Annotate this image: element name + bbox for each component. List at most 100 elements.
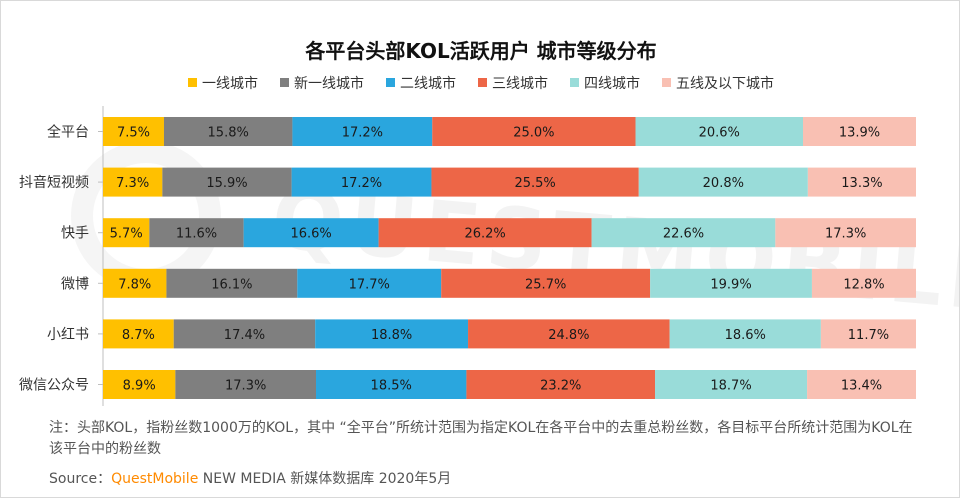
legend-swatch <box>570 78 579 87</box>
category-label: 微信公众号 <box>19 378 89 394</box>
data-label: 26.2% <box>464 227 505 242</box>
bar-segment <box>432 117 636 146</box>
bar-segment <box>811 268 916 298</box>
bar-segment <box>468 319 670 349</box>
bar-segment <box>103 218 150 248</box>
legend-swatch <box>188 78 197 87</box>
legend-label: 四线城市 <box>584 76 640 92</box>
bar-segment <box>655 370 808 399</box>
category-label: 抖音短视频 <box>19 174 89 191</box>
legend-swatch <box>386 78 395 87</box>
bar-segment <box>650 268 812 298</box>
source-prefix: Source： <box>49 471 112 487</box>
legend-label: 五线及以下城市 <box>676 76 774 92</box>
legend-swatch <box>662 78 671 87</box>
bar-segment <box>292 117 433 146</box>
bar-segment <box>166 268 298 298</box>
data-label: 25.0% <box>513 126 554 141</box>
data-label: 11.6% <box>176 227 217 242</box>
bar-segment <box>103 268 167 298</box>
legend-item: 三线城市 <box>478 73 548 93</box>
data-label: 24.8% <box>548 328 589 343</box>
bar-segment <box>431 167 639 197</box>
data-label: 17.2% <box>342 126 383 141</box>
bar-segment <box>820 319 916 349</box>
legend-item: 新一线城市 <box>280 73 364 93</box>
bar-segment <box>635 117 803 146</box>
data-label: 11.7% <box>848 328 889 343</box>
chart-title: 各平台头部KOL活跃用户 城市等级分布 <box>305 39 657 63</box>
legend-label: 三线城市 <box>492 76 548 92</box>
data-label: 19.9% <box>710 277 751 292</box>
legend-swatch <box>280 78 289 87</box>
bar-segment <box>243 218 379 248</box>
data-label: 7.3% <box>116 176 149 191</box>
data-label: 17.2% <box>341 176 382 191</box>
data-label: 17.7% <box>349 277 390 292</box>
data-label: 13.4% <box>841 379 882 394</box>
data-label: 20.8% <box>703 176 744 191</box>
bar-segment <box>149 218 244 248</box>
bar-segment <box>103 319 174 349</box>
legend-label: 二线城市 <box>400 76 456 92</box>
bar-segment <box>807 167 916 197</box>
data-label: 8.7% <box>122 328 155 343</box>
data-label: 17.3% <box>825 227 866 242</box>
legend-label: 新一线城市 <box>294 76 364 92</box>
data-label: 25.7% <box>525 277 566 292</box>
bar-segment <box>103 117 164 146</box>
data-label: 16.6% <box>290 227 331 242</box>
category-label: 快手 <box>61 226 89 242</box>
category-label: 微博 <box>61 275 89 292</box>
data-label: 18.5% <box>371 379 412 394</box>
source-suffix: NEW MEDIA 新媒体数据库 2020年5月 <box>202 471 452 487</box>
data-label: 15.9% <box>206 176 247 191</box>
category-label: 全平台 <box>47 124 89 141</box>
data-label: 15.8% <box>208 126 249 141</box>
source-line: Source：QuestMobile NEW MEDIA 新媒体数据库 2020… <box>49 468 451 488</box>
data-label: 7.5% <box>117 126 150 141</box>
legend-swatch <box>478 78 487 87</box>
data-label: 12.8% <box>843 277 884 292</box>
legend-item: 二线城市 <box>386 73 456 93</box>
stacked-bar-chart: 全平台 7.5% 15.8% 17.2% 25.0% 20.6% 13.9% 抖音短视频 7.3… <box>1 106 959 406</box>
source-brand: QuestMobile <box>111 471 199 487</box>
bar-segment <box>291 167 432 197</box>
category-label: 小红书 <box>47 327 89 343</box>
chart-legend: 一线城市 新一线城市 二线城市 三线城市 四线城市 五线及以下城市 <box>1 73 959 93</box>
data-label: 17.4% <box>224 328 265 343</box>
bar-segment <box>175 370 317 399</box>
bar-segment <box>591 218 776 248</box>
bar-segment <box>316 370 467 399</box>
bar-segment <box>807 370 916 399</box>
data-label: 23.2% <box>540 379 581 394</box>
bar-segment <box>163 117 293 146</box>
legend-label: 一线城市 <box>202 76 258 92</box>
data-label: 16.1% <box>211 277 252 292</box>
bar-segment <box>802 117 916 146</box>
data-label: 18.8% <box>371 328 412 343</box>
data-label: 8.9% <box>123 379 156 394</box>
data-label: 20.6% <box>699 126 740 141</box>
chart-plot: 全平台 7.5% 15.8% 17.2% 25.0% 20.6% 13.9% 抖音短视频 7.3… <box>19 106 916 406</box>
bar-segment <box>669 319 821 349</box>
data-label: 22.6% <box>663 227 704 242</box>
data-label: 13.9% <box>839 126 880 141</box>
footnote: 注：头部KOL，指粉丝数1000万的KOL，其中 “全平台”所统计范围为指定KO… <box>49 420 913 457</box>
bar-segment <box>775 218 916 248</box>
bar-segment <box>378 218 592 248</box>
legend-item: 一线城市 <box>188 73 258 93</box>
bar-segment <box>103 167 163 197</box>
bar-segment <box>173 319 316 349</box>
bar-segment <box>441 268 651 298</box>
data-label: 17.3% <box>225 379 266 394</box>
bar-segment <box>315 319 469 349</box>
data-label: 7.8% <box>118 277 151 292</box>
data-label: 18.6% <box>725 328 766 343</box>
bar-segment <box>103 370 176 399</box>
data-label: 5.7% <box>110 227 143 242</box>
bar-segment <box>297 268 442 298</box>
data-label: 18.7% <box>710 379 751 394</box>
bar-segment <box>638 167 808 197</box>
data-label: 25.5% <box>514 176 555 191</box>
